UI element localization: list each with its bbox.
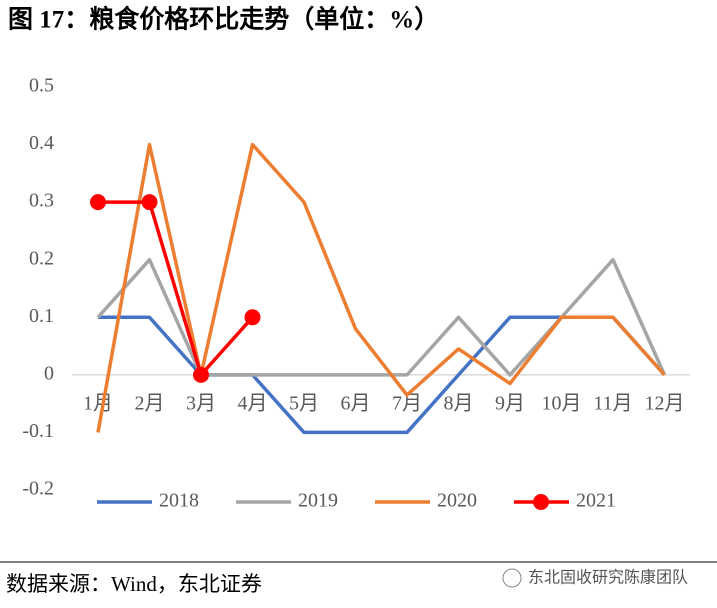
x-tick-label: 6月 <box>341 392 371 414</box>
series-line <box>96 257 667 377</box>
series-marker <box>244 309 261 326</box>
y-tick-label: 0.5 <box>29 75 54 97</box>
legend-label: 2019 <box>298 490 338 512</box>
x-tick-label: 11月 <box>593 392 632 414</box>
y-tick-label: 0.4 <box>29 132 54 154</box>
x-tick-label: 3月 <box>186 392 216 414</box>
x-tick-label: 12月 <box>645 392 685 414</box>
y-tick-label: 0.3 <box>29 190 54 212</box>
legend-label: 2018 <box>159 490 199 512</box>
y-tick-label: -0.1 <box>22 420 54 442</box>
legend-marker <box>533 494 549 510</box>
watermark-icon <box>502 568 522 588</box>
y-tick-label: 0.1 <box>29 305 54 327</box>
x-tick-label: 1月 <box>83 392 113 414</box>
series-line <box>96 142 666 433</box>
y-tick-label: 0.2 <box>29 247 54 269</box>
watermark: 东北固收研究陈康团队 <box>528 568 688 587</box>
series-line <box>98 200 254 377</box>
y-tick-label: 0 <box>44 362 54 384</box>
x-tick-label: 2月 <box>135 392 165 414</box>
x-tick-label: 9月 <box>495 392 525 414</box>
series-marker <box>90 194 106 211</box>
x-tick-label: 5月 <box>289 392 319 414</box>
legend-label: 2021 <box>576 490 616 512</box>
legend-label: 2020 <box>437 490 477 512</box>
series-marker <box>141 194 158 211</box>
x-tick-label: 8月 <box>444 392 474 414</box>
chart-title: 图 17：粮食价格环比走势（单位：%） <box>8 5 439 34</box>
series-marker <box>193 366 209 383</box>
y-tick-label: -0.2 <box>22 478 54 500</box>
source: 数据来源：Wind，东北证券 <box>6 572 262 596</box>
x-tick-label: 4月 <box>238 392 268 414</box>
x-tick-label: 10月 <box>542 392 582 414</box>
x-tick-label: 7月 <box>392 392 422 414</box>
